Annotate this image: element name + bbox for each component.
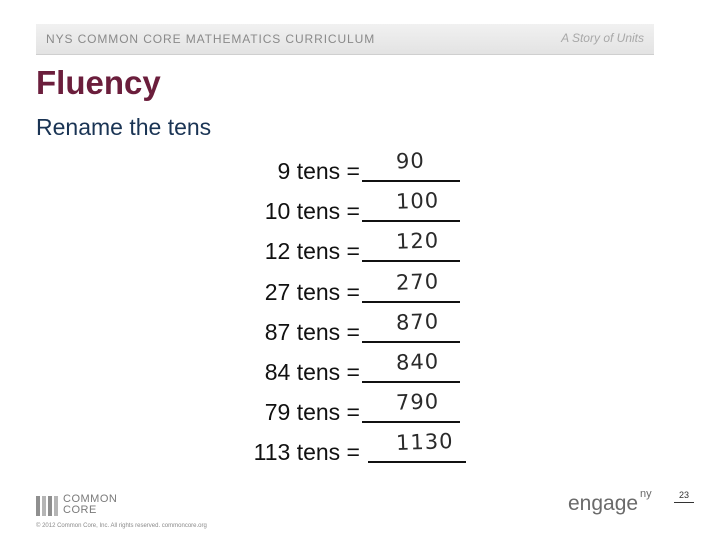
answer-blank (362, 220, 460, 223)
answer-blank (368, 461, 466, 464)
problem-row: 79 tens = 790 (200, 389, 500, 433)
copyright-notice: © 2012 Common Core, Inc. All rights rese… (36, 523, 207, 529)
handwritten-answer: 100 (395, 188, 440, 214)
logo-bars-icon (36, 496, 60, 516)
answer-blank (362, 340, 460, 343)
problem-prompt: 84 tens = (264, 358, 360, 385)
page-number: 23 (674, 490, 694, 503)
page-title: Fluency (36, 64, 161, 101)
page-subtitle: Rename the tens (36, 114, 212, 140)
engageny-logo-suffix: ny (640, 488, 652, 500)
problem-row: 113 tens = 1130 (200, 429, 500, 473)
handwritten-answer: 870 (395, 309, 440, 335)
handwritten-answer: 120 (395, 228, 440, 255)
problem-prompt: 9 tens = (277, 158, 360, 184)
problem-prompt: 79 tens = (264, 399, 360, 426)
problem-row: 27 tens = 270 (200, 269, 500, 313)
problem-row: 84 tens = 840 (200, 349, 500, 393)
answer-blank (362, 380, 460, 383)
logo-line-2: CORE (63, 504, 97, 516)
problem-row: 9 tens = 90 (200, 148, 500, 192)
problem-prompt: 113 tens = (253, 439, 360, 466)
answer-blank (362, 300, 460, 303)
answer-blank (362, 180, 460, 182)
handwritten-answer: 1130 (395, 429, 454, 456)
header-bar: NYS COMMON CORE MATHEMATICS CURRICULUM A… (36, 24, 654, 55)
problem-row: 10 tens = 100 (200, 188, 500, 232)
curriculum-label: NYS COMMON CORE MATHEMATICS CURRICULUM (46, 32, 376, 46)
answer-blank (362, 260, 460, 263)
handwritten-answer: 840 (395, 349, 440, 375)
handwritten-answer: 270 (395, 268, 440, 295)
logo-line-1: COMMON (63, 493, 118, 505)
problem-prompt: 12 tens = (264, 238, 360, 265)
answer-blank (362, 421, 460, 424)
problem-prompt: 10 tens = (264, 198, 360, 225)
handwritten-answer: 90 (395, 148, 426, 174)
engageny-logo: engage (568, 492, 639, 515)
problem-prompt: 87 tens = (264, 318, 360, 345)
handwritten-answer: 790 (395, 389, 440, 415)
problem-row: 87 tens = 870 (200, 309, 500, 353)
problem-list: 9 tens = 90 10 tens = 100 12 tens = 120 … (200, 148, 500, 474)
problem-row: 12 tens = 120 (200, 228, 500, 272)
common-core-logo: COMMON CORE (36, 494, 156, 520)
problem-prompt: 27 tens = (264, 278, 360, 305)
series-label: A Story of Units (561, 31, 644, 45)
logo-text: COMMON CORE (63, 494, 117, 516)
